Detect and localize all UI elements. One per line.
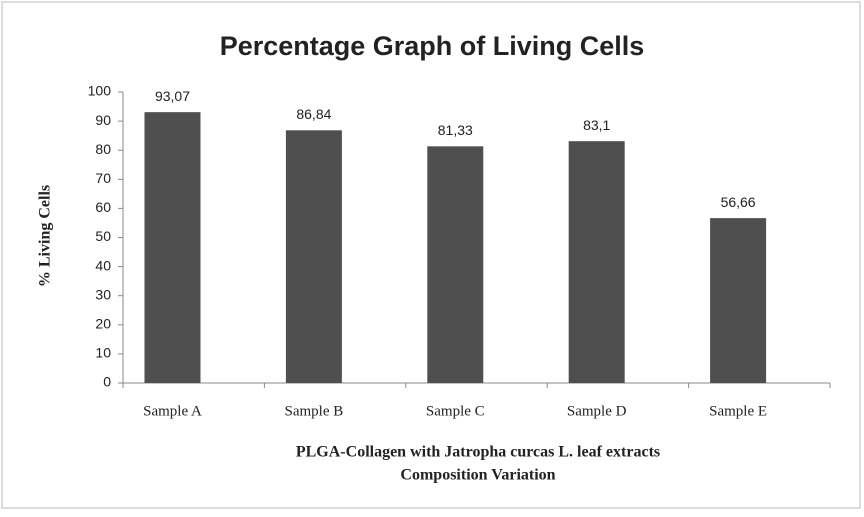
x-tick-label: Sample C [426,403,485,419]
y-tick-label: 80 [95,141,111,157]
value-label: 81,33 [438,122,473,138]
bar [568,141,625,383]
value-label: 83,1 [583,117,610,133]
y-axis-label: % Living Cells [37,185,54,287]
y-tick-label: 100 [88,83,112,99]
x-tick-label: Sample D [567,403,627,419]
bar [710,218,767,383]
chart-title: Percentage Graph of Living Cells [220,31,645,61]
x-axis-label: Composition Variation [400,467,555,484]
y-tick-label: 40 [95,257,111,273]
bar [427,146,484,383]
y-tick-label: 50 [95,228,111,244]
y-tick-label: 60 [95,199,111,215]
y-tick-label: 0 [103,374,111,390]
x-tick-label: Sample B [285,403,344,419]
bar [144,112,201,384]
y-tick-label: 90 [95,112,111,128]
value-label: 86,84 [296,106,331,122]
y-tick-label: 70 [95,170,111,186]
bar [285,130,342,383]
y-tick-label: 20 [95,316,111,332]
y-tick-label: 30 [95,286,111,302]
x-axis-label: PLGA-Collagen with Jatropha curcas L. le… [296,444,660,461]
value-label: 56,66 [721,194,756,210]
x-tick-label: Sample A [143,403,202,419]
x-tick-label: Sample E [709,403,767,419]
value-label: 93,07 [155,88,190,104]
y-tick-label: 10 [95,345,111,361]
